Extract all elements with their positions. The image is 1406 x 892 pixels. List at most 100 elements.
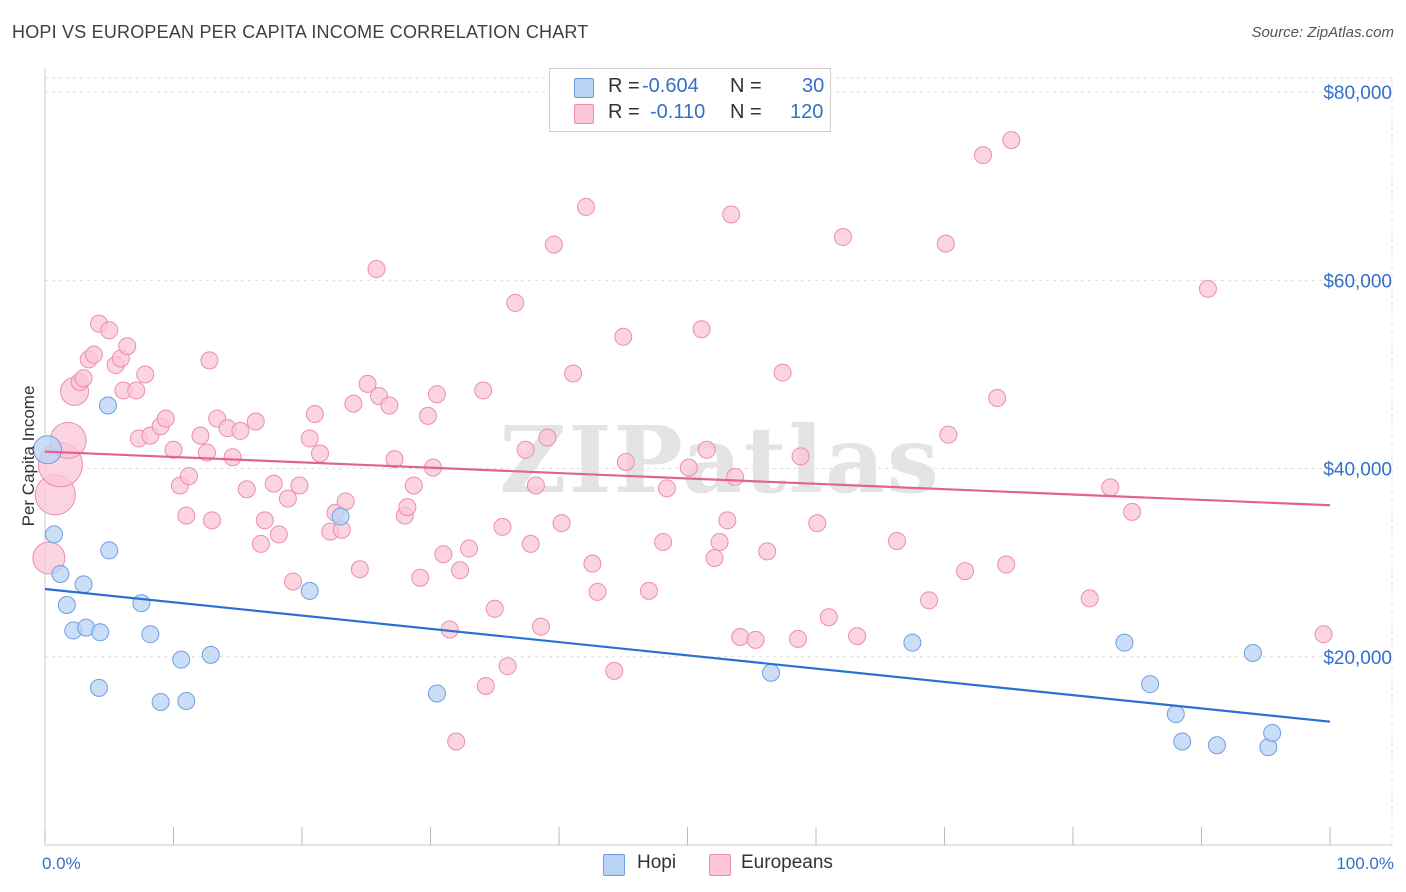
europeans-point [705,548,724,567]
europeans-point [197,443,216,462]
hopi-point [1141,675,1160,694]
legend-n-label: N = [730,75,762,97]
x-tick-labels: 0.0% 100.0% [42,854,1394,873]
hopi-point [1207,736,1226,755]
hopi-point [89,678,108,697]
europeans-point [191,426,210,445]
hopi-point [141,625,160,644]
europeans-point [203,511,222,530]
hopi-point [100,541,119,560]
europeans-point [350,560,369,579]
europeans-point [506,293,525,312]
europeans-point [833,228,852,247]
europeans-point [583,554,602,573]
europeans-point [516,440,535,459]
europeans-point [532,617,551,636]
europeans-point [434,545,453,564]
legend-r-label: R = [608,75,640,97]
europeans-point [385,450,404,469]
europeans-point [718,511,737,530]
europeans-point [427,385,446,404]
hopi-legend-swatch [603,854,625,876]
europeans-point [411,568,430,587]
europeans-point [336,492,355,511]
legend-n-label: N = [730,101,762,123]
europeans-point [1123,502,1142,521]
europeans-point [367,260,386,279]
y-tick-labels: $20,000 $40,000 $60,000 $80,000 [1323,83,1392,669]
europeans-point [614,327,633,346]
hopi-point [1173,732,1192,751]
europeans-point [358,374,377,393]
y-tick-label: $20,000 [1323,648,1392,669]
hopi-point [762,663,781,682]
europeans-point [136,365,155,384]
europeans-legend-label: Europeans [741,852,833,873]
legend-r-value-europeans: -0.110 [650,101,706,123]
europeans-point [179,467,198,486]
hopi-legend-label: Hopi [637,852,677,873]
hopi-points [33,396,1282,757]
hopi-trendline [44,587,1331,723]
europeans-point [231,421,250,440]
gridlines [45,77,1393,845]
europeans-point [791,447,810,466]
europeans-points [32,131,1333,751]
europeans-point [1314,625,1333,644]
europeans-point [789,629,808,648]
hopi-point [51,564,70,583]
europeans-point [819,608,838,627]
hopi-swatch [574,78,594,98]
europeans-point [177,506,196,525]
europeans-point [451,561,470,580]
europeans-point [710,532,729,551]
europeans-point [679,458,698,477]
europeans-point [956,562,975,581]
europeans-point [269,525,288,544]
europeans-point [1198,279,1217,298]
europeans-point [237,480,256,499]
europeans-point [887,532,906,551]
europeans-point [544,235,563,254]
europeans-point [84,345,103,364]
europeans-point [639,581,658,600]
europeans-point [310,444,329,463]
europeans-point [74,369,93,388]
europeans-point [576,197,595,216]
legend-n-value-hopi: 30 [802,75,825,97]
europeans-point [380,396,399,415]
europeans-point [418,406,437,425]
europeans-point [939,425,958,444]
europeans-point [657,479,676,498]
europeans-point [156,409,175,428]
legend-r-value-hopi: -0.604 [642,75,699,97]
europeans-point [251,534,270,553]
europeans-point [654,532,673,551]
europeans-point [476,676,495,695]
watermark: ZIPatlas [499,406,940,514]
europeans-point [264,474,283,493]
hopi-point [300,581,319,600]
europeans-point [974,146,993,165]
europeans-point [127,381,146,400]
hopi-point [33,435,63,465]
europeans-point [746,630,765,649]
europeans-point [300,429,319,448]
chart-title: HOPI VS EUROPEAN PER CAPITA INCOME CORRE… [12,22,589,42]
hopi-point [1115,633,1134,652]
europeans-point [474,381,493,400]
hopi-point [331,507,350,526]
stats-legend: R = -0.604 N = 30 R = -0.110 N = 120 [549,68,831,132]
hopi-point [57,596,76,615]
europeans-point [460,539,479,558]
europeans-swatch [574,104,594,124]
europeans-legend-swatch [709,854,731,876]
hopi-point [132,594,151,613]
europeans-trendline [44,450,1331,507]
europeans-point [1080,589,1099,608]
y-tick-label: $40,000 [1323,460,1392,481]
europeans-point [278,489,297,508]
europeans-point [255,511,274,530]
europeans-point [848,627,867,646]
